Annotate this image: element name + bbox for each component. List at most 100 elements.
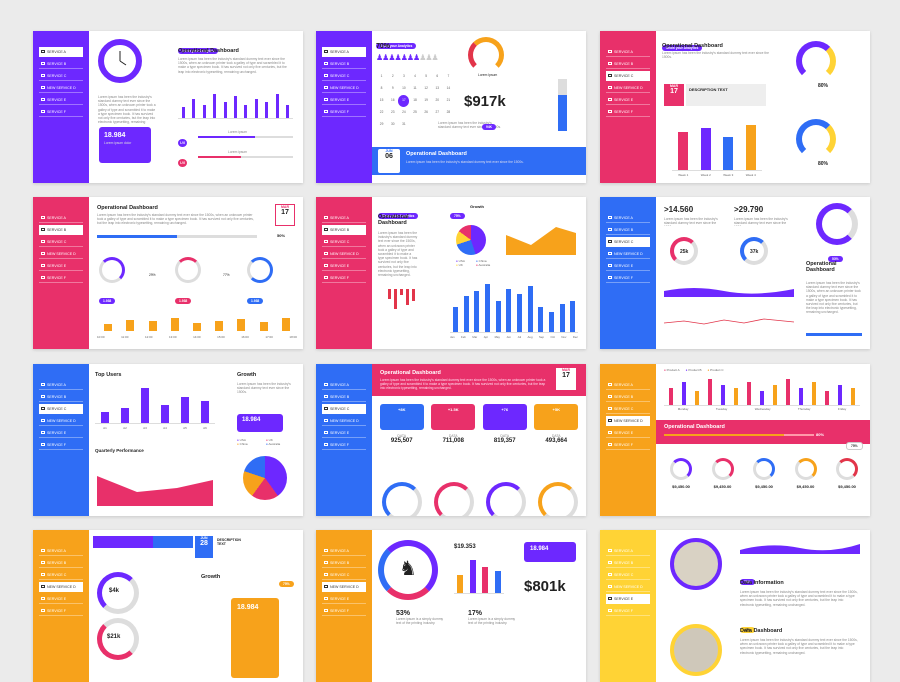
calendar-day[interactable]: 3 [402, 74, 405, 78]
sidebar-item[interactable]: SERVICE B [39, 392, 83, 402]
sidebar-item[interactable]: SERVICE A [606, 47, 650, 57]
sidebar-item[interactable]: NEW SERVICE D [39, 416, 83, 426]
calendar-day[interactable]: 13 [435, 86, 440, 90]
sidebar-item[interactable]: SERVICE C [322, 71, 366, 81]
sidebar-item[interactable]: SERVICE E [606, 594, 650, 604]
calendar-day[interactable]: 14 [446, 86, 451, 90]
sidebar-item[interactable]: SERVICE A [606, 546, 650, 556]
sidebar-item[interactable]: SERVICE C [39, 404, 83, 414]
sidebar-item[interactable]: NEW SERVICE D [322, 582, 366, 592]
sidebar-item[interactable]: SERVICE F [39, 107, 83, 117]
sidebar-item[interactable]: SERVICE A [322, 213, 366, 223]
sidebar-item[interactable]: SERVICE C [606, 71, 650, 81]
sidebar-item[interactable]: SERVICE E [322, 261, 366, 271]
calendar-day[interactable]: 17 [398, 95, 410, 107]
sidebar-item[interactable]: NEW SERVICE D [322, 249, 366, 259]
calendar-day[interactable]: 23 [390, 110, 395, 114]
calendar-day[interactable]: 10 [402, 86, 406, 90]
calendar-day[interactable]: 31 [402, 122, 406, 126]
sidebar-item[interactable]: NEW SERVICE D [322, 416, 366, 426]
sidebar-item[interactable]: SERVICE E [39, 428, 83, 438]
calendar-day[interactable]: 4 [414, 74, 416, 78]
sidebar-item[interactable]: SERVICE B [606, 558, 650, 568]
calendar-day[interactable]: 27 [435, 110, 440, 114]
sidebar-item[interactable]: SERVICE B [322, 558, 366, 568]
sidebar-item[interactable]: SERVICE A [322, 546, 366, 556]
sidebar-item[interactable]: SERVICE E [606, 261, 650, 271]
slide-2[interactable]: SERVICE A SERVICE B SERVICE C NEW SERVICE D… [316, 31, 586, 183]
slide-12[interactable]: SERVICE A SERVICE B SERVICE C NEW SERVICE D… [600, 530, 870, 682]
slide-7[interactable]: SERVICE A SERVICE B SERVICE C NEW SERVICE D… [33, 364, 303, 516]
calendar-day[interactable]: 22 [379, 110, 384, 114]
sidebar-item[interactable]: SERVICE F [39, 273, 83, 283]
sidebar-item[interactable]: SERVICE E [322, 428, 366, 438]
calendar-day[interactable]: 12 [424, 86, 428, 90]
calendar-day[interactable]: 28 [446, 110, 451, 114]
calendar-day[interactable]: 2 [391, 74, 394, 78]
sidebar-item[interactable]: SERVICE E [606, 95, 650, 105]
sidebar-item[interactable]: SERVICE E [39, 95, 83, 105]
sidebar-item[interactable]: SERVICE E [39, 594, 83, 604]
sidebar-item[interactable]: NEW SERVICE D [606, 83, 650, 93]
sidebar-item[interactable]: SERVICE E [39, 261, 83, 271]
calendar-day[interactable]: 8 [380, 86, 383, 90]
sidebar-item[interactable]: SERVICE A [322, 47, 366, 57]
calendar-day[interactable]: 18 [413, 98, 417, 102]
sidebar-item[interactable]: SERVICE C [39, 237, 83, 247]
sidebar-item[interactable]: SERVICE F [322, 440, 366, 450]
calendar-day[interactable]: 26 [424, 110, 428, 114]
slide-10[interactable]: SERVICE A SERVICE B SERVICE C NEW SERVICE D… [33, 530, 303, 682]
sidebar-item[interactable]: SERVICE C [322, 570, 366, 580]
sidebar-item[interactable]: SERVICE C [322, 237, 366, 247]
sidebar-item[interactable]: SERVICE A [322, 380, 366, 390]
sidebar-item[interactable]: SERVICE C [322, 404, 366, 414]
slide-6[interactable]: SERVICE A SERVICE B SERVICE C NEW SERVICE D… [600, 197, 870, 349]
sidebar-item[interactable]: NEW SERVICE D [39, 582, 83, 592]
calendar-day[interactable]: 9 [391, 86, 394, 90]
sidebar-item[interactable]: SERVICE B [606, 225, 650, 235]
sidebar-item[interactable]: SERVICE F [39, 440, 83, 450]
sidebar-item[interactable]: SERVICE E [322, 95, 366, 105]
sidebar-item[interactable]: SERVICE B [39, 225, 83, 235]
sidebar-item[interactable]: SERVICE B [39, 558, 83, 568]
sidebar-item[interactable]: SERVICE A [606, 213, 650, 223]
sidebar-item[interactable]: SERVICE E [606, 428, 650, 438]
sidebar-item[interactable]: NEW SERVICE D [39, 249, 83, 259]
sidebar-item[interactable]: SERVICE A [39, 380, 83, 390]
sidebar-item[interactable]: SERVICE F [322, 107, 366, 117]
sidebar-item[interactable]: SERVICE F [606, 440, 650, 450]
sidebar-item[interactable]: NEW SERVICE D [606, 416, 650, 426]
sidebar-item[interactable]: NEW SERVICE D [39, 83, 83, 93]
calendar-day[interactable]: 6 [436, 74, 439, 78]
calendar-day[interactable]: 15 [379, 98, 384, 102]
sidebar-item[interactable]: SERVICE C [606, 404, 650, 414]
sidebar-item[interactable]: SERVICE A [39, 213, 83, 223]
slide-11[interactable]: SERVICE A SERVICE B SERVICE C NEW SERVICE D… [316, 530, 586, 682]
sidebar-item[interactable]: SERVICE F [39, 606, 83, 616]
calendar-day[interactable]: 1 [380, 74, 383, 78]
sidebar-item[interactable]: SERVICE A [39, 47, 83, 57]
sidebar-item[interactable]: SERVICE C [606, 570, 650, 580]
sidebar-item[interactable]: SERVICE C [39, 71, 83, 81]
slide-3[interactable]: SERVICE A SERVICE B SERVICE C NEW SERVICE D… [600, 31, 870, 183]
sidebar-item[interactable]: SERVICE F [606, 273, 650, 283]
sidebar-item[interactable]: SERVICE A [606, 380, 650, 390]
calendar-day[interactable]: 24 [402, 110, 406, 114]
sidebar-item[interactable]: SERVICE A [39, 546, 83, 556]
calendar-day[interactable]: 5 [425, 74, 428, 78]
slide-9[interactable]: SERVICE A SERVICE B SERVICE C NEW SERVICE D… [600, 364, 870, 516]
sidebar-item[interactable]: SERVICE F [606, 107, 650, 117]
calendar-day[interactable]: 7 [447, 74, 450, 78]
slide-4[interactable]: SERVICE A SERVICE B SERVICE C NEW SERVICE D… [33, 197, 303, 349]
calendar-day[interactable]: 19 [424, 98, 428, 102]
sidebar-item[interactable]: SERVICE F [322, 273, 366, 283]
sidebar-item[interactable]: SERVICE B [606, 59, 650, 69]
sidebar-item[interactable]: NEW SERVICE D [322, 83, 366, 93]
calendar-day[interactable]: 25 [413, 110, 417, 114]
sidebar-item[interactable]: SERVICE C [606, 237, 650, 247]
slide-5[interactable]: SERVICE A SERVICE B SERVICE C NEW SERVICE D… [316, 197, 586, 349]
calendar-day[interactable]: 21 [446, 98, 451, 102]
sidebar-item[interactable]: NEW SERVICE D [606, 249, 650, 259]
calendar-day[interactable]: 29 [379, 122, 384, 126]
slide-1[interactable]: SERVICE A SERVICE B SERVICE C NEW SERVICE D… [33, 31, 303, 183]
